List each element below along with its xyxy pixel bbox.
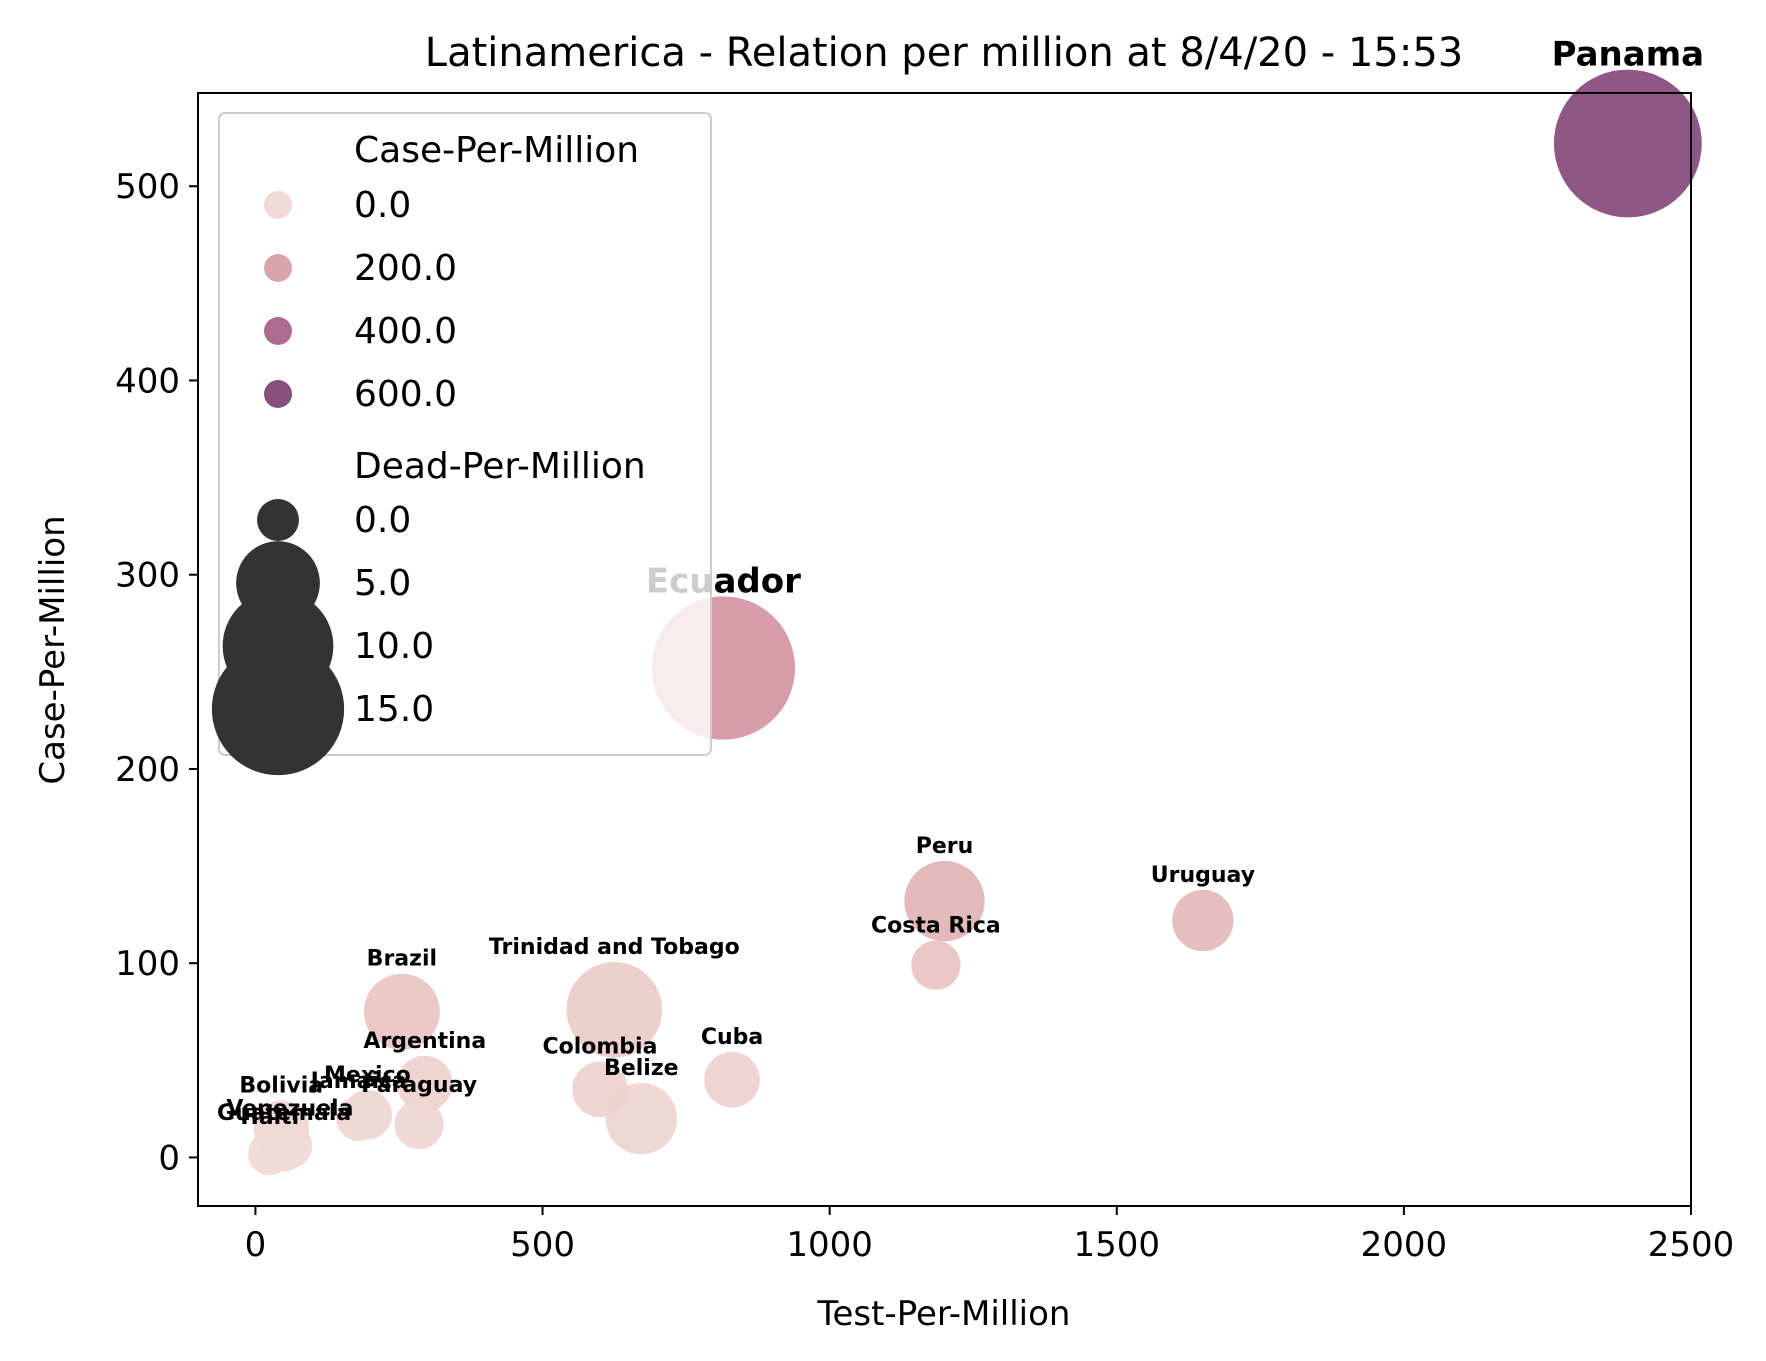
x-tick-label: 1500 [1074,1225,1161,1265]
hue-legend-label: 600.0 [354,374,457,415]
data-point [911,940,961,990]
data-point [572,1061,628,1118]
legend-box [218,112,712,756]
point-label: Belize [604,1056,679,1081]
x-tick-label: 2500 [1648,1225,1735,1265]
point-label: Peru [916,834,974,859]
x-tick-label: 500 [510,1225,575,1265]
point-label: Haiti [240,1105,299,1130]
point-label: Jamaica [309,1069,407,1094]
size-legend-label: 15.0 [354,689,434,730]
data-point [566,962,663,1058]
data-point [904,860,985,942]
hue-legend-swatch [264,317,292,345]
point-label: Brazil [367,947,437,972]
data-point [248,1131,292,1176]
y-tick-label: 100 [115,944,180,984]
y-tick-label: 500 [115,167,180,207]
size-legend-marker [257,499,299,541]
data-point [396,1055,453,1112]
x-tick-label: 0 [245,1225,267,1265]
point-label: Colombia [542,1035,657,1060]
point-label: Trinidad and Tobago [489,935,740,960]
x-axis: 0 500 1000 1500 2000 2500 [245,1206,1735,1265]
y-axis: 0 100 200 300 400 500 [115,167,198,1178]
data-point [1553,69,1702,218]
chart-title: Latinamerica - Relation per million at 8… [425,30,1463,76]
plot-frame [197,92,1692,1207]
size-legend-label: 10.0 [354,626,434,667]
point-label: Uruguay [1151,863,1255,888]
point-label: Mexico [324,1063,411,1088]
y-tick-label: 0 [158,1138,180,1178]
hue-legend-title: Case-Per-Million [354,130,639,171]
y-tick-label: 200 [115,750,180,790]
point-label: Costa Rica [871,913,1001,938]
data-point [1172,889,1234,952]
point-label: Paraguay [361,1073,477,1098]
size-legend-marker [211,642,345,776]
y-axis-label: Case-Per-Million [33,515,73,784]
data-point [394,1099,444,1150]
size-legend-label: 0.0 [354,500,411,541]
point-label: Guatemala [217,1101,351,1126]
size-legend-title: Dead-Per-Million [354,446,646,487]
point-label: Argentina [363,1029,486,1054]
hue-legend-label: 400.0 [354,311,457,352]
y-tick-label: 300 [115,556,180,596]
legend: Case-Per-Million 0.0 200.0 400.0 600.0 Dead… [211,112,712,776]
hue-legend-label: 200.0 [354,248,457,289]
point-label: Bolivia [239,1073,323,1098]
point-label: Venezuela [226,1096,353,1121]
x-tick-label: 2000 [1361,1225,1448,1265]
x-axis-label: Test-Per-Million [817,1294,1071,1334]
y-tick-label: 400 [115,361,180,401]
hue-legend-swatch [264,254,292,282]
point-label: Panama [1552,35,1704,75]
data-point [704,1051,760,1108]
size-legend-label: 5.0 [354,563,411,604]
point-label: Cuba [701,1025,763,1050]
x-tick-label: 1000 [786,1225,873,1265]
hue-legend-swatch [264,191,292,219]
hue-legend-label: 0.0 [354,185,411,226]
hue-legend-swatch [264,380,292,408]
data-point [363,973,440,1050]
data-point [336,1096,382,1142]
